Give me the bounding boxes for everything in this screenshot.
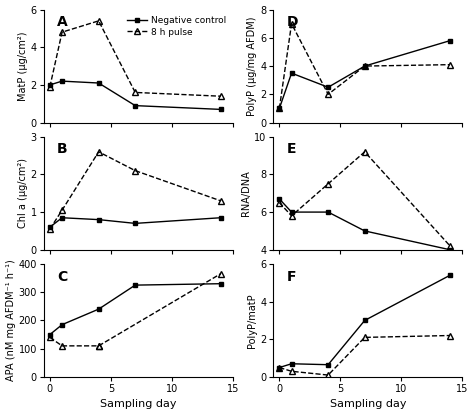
Text: B: B bbox=[57, 142, 68, 156]
Text: C: C bbox=[57, 270, 67, 283]
Y-axis label: Chl a (μg/cm²): Chl a (μg/cm²) bbox=[18, 158, 28, 228]
Y-axis label: APA (nM mg AFDM⁻¹ h⁻¹): APA (nM mg AFDM⁻¹ h⁻¹) bbox=[6, 259, 16, 381]
Y-axis label: RNA/DNA: RNA/DNA bbox=[241, 171, 251, 216]
X-axis label: Sampling day: Sampling day bbox=[329, 400, 406, 410]
Text: E: E bbox=[286, 142, 296, 156]
Y-axis label: MatP (μg/cm²): MatP (μg/cm²) bbox=[18, 31, 28, 101]
Y-axis label: PolyP (μg/mg AFDM): PolyP (μg/mg AFDM) bbox=[247, 16, 257, 116]
Legend: Negative control, 8 h pulse: Negative control, 8 h pulse bbox=[125, 14, 228, 39]
Text: D: D bbox=[286, 15, 298, 29]
Text: A: A bbox=[57, 15, 68, 29]
Y-axis label: PolyP/matP: PolyP/matP bbox=[247, 293, 257, 348]
X-axis label: Sampling day: Sampling day bbox=[100, 400, 176, 410]
Text: F: F bbox=[286, 270, 296, 283]
